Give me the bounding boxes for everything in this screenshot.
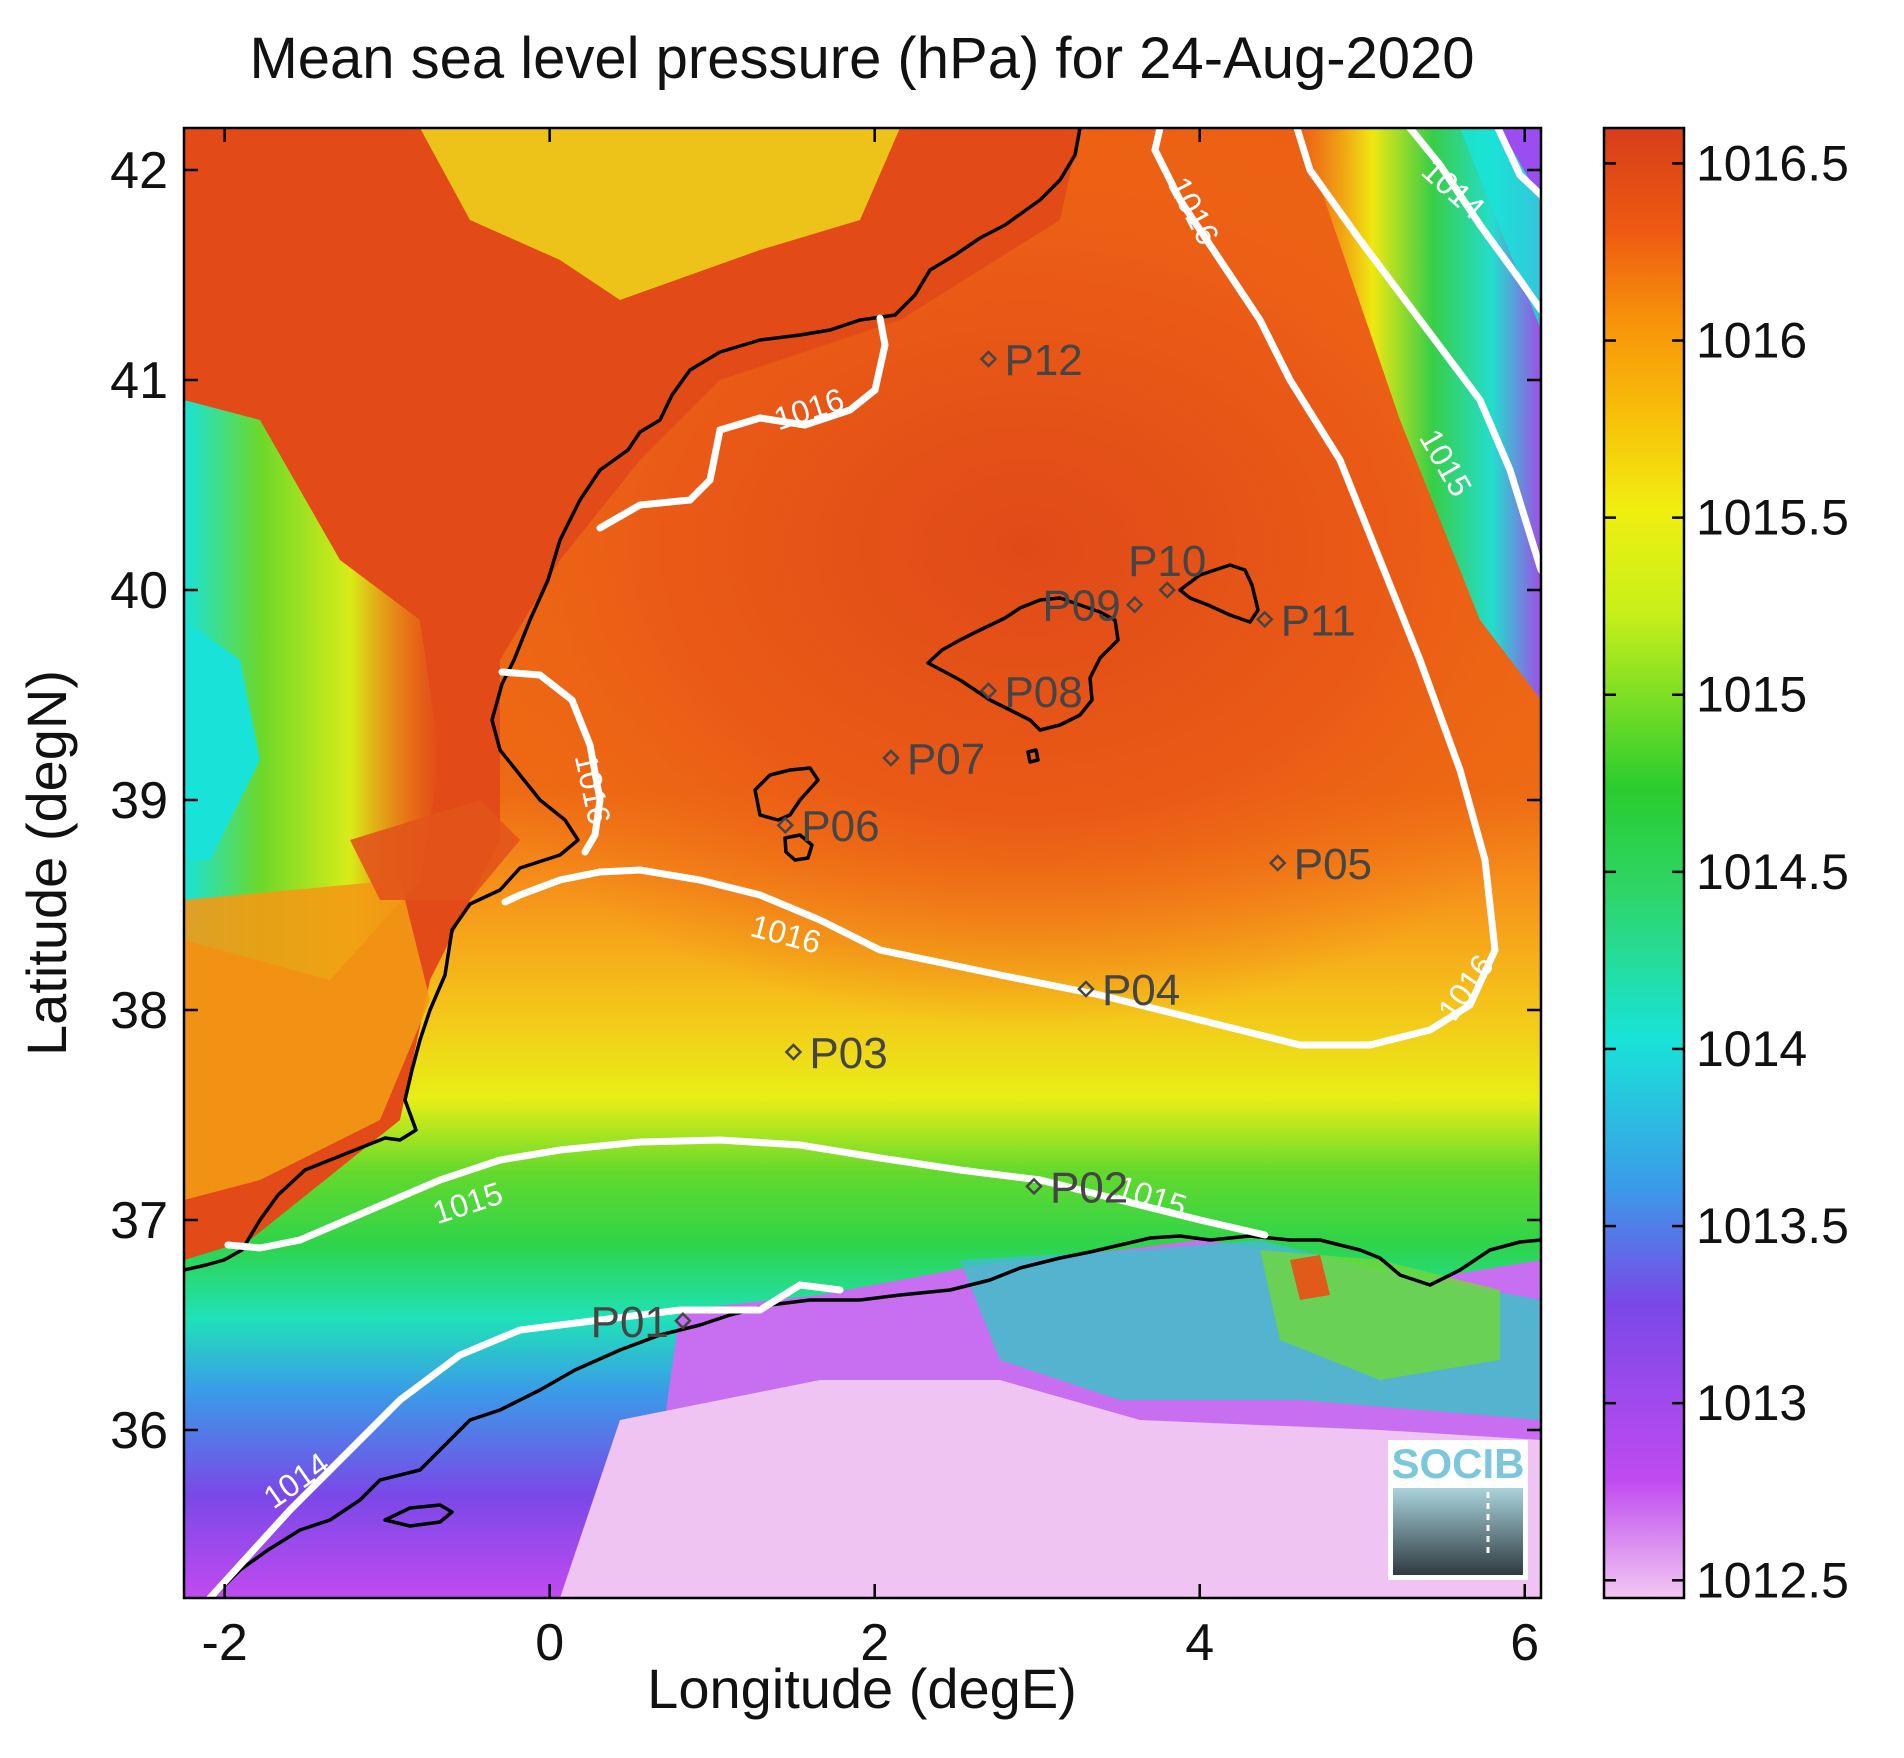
y-tick-label: 40	[110, 562, 168, 620]
x-tick-label: 4	[1185, 1614, 1214, 1672]
station-marker	[1268, 854, 1287, 872]
station-label: P05	[1294, 840, 1372, 889]
x-tick-label: 0	[535, 1614, 564, 1672]
y-tick-label: 37	[110, 1192, 168, 1250]
colorbar-tick-label: 1012.5	[1696, 1552, 1849, 1608]
y-tick-label: 42	[110, 142, 168, 200]
africa-coastline	[210, 1234, 1541, 1598]
y-axis-ticks: 36 37 38 39 40 41 42	[110, 142, 1541, 1460]
colorbar-ticks: 1012.5 1013 1013.5 1014 1014.5 1015 1015.5 1016…	[1604, 135, 1849, 1608]
station-label: P02	[1050, 1163, 1128, 1212]
station-marker	[776, 816, 795, 834]
station-marker	[979, 682, 998, 700]
colorbar-fill	[1604, 128, 1684, 1598]
station-label: P06	[801, 802, 879, 851]
iberia-coastline	[184, 128, 1082, 1272]
colorbar-tick-label: 1014.5	[1696, 844, 1849, 900]
x-tick-label: 2	[860, 1614, 889, 1672]
colorbar-tick-label: 1016.5	[1696, 135, 1849, 191]
ibiza-coastline	[753, 766, 820, 822]
colorbar-tick-label: 1013.5	[1696, 1198, 1849, 1254]
station-marker	[1077, 980, 1095, 998]
y-tick-label: 39	[110, 772, 168, 830]
station-label: P12	[1004, 336, 1082, 385]
coastlines	[184, 128, 1541, 1598]
station-marker	[1125, 595, 1144, 614]
plot-frame	[182, 126, 1543, 1600]
colorbar-tick-label: 1015.5	[1696, 490, 1849, 546]
isobar-1016-main	[501, 128, 1499, 1049]
station-label: P04	[1102, 966, 1180, 1015]
station-marker	[979, 350, 998, 368]
chart-title: Mean sea level pressure (hPa) for 24-Aug…	[249, 26, 1474, 91]
x-tick-label: -2	[202, 1614, 248, 1672]
station-label: P09	[1042, 582, 1120, 631]
pressure-field	[184, 128, 1541, 1598]
station-marker	[1025, 1177, 1043, 1196]
station-label: P01	[591, 1298, 669, 1347]
station-marker	[674, 1312, 692, 1330]
mallorca-coastline	[926, 596, 1120, 732]
y-tick-label: 38	[110, 982, 168, 1040]
station-marker	[784, 1043, 803, 1061]
colorbar-tick-label: 1015	[1696, 667, 1807, 723]
station-label: P11	[1281, 596, 1356, 645]
x-tick-label: 6	[1510, 1614, 1539, 1672]
isobar-1014-topright	[1494, 128, 1541, 199]
isobar-1016-west	[498, 668, 604, 856]
y-axis-label: Latitude (degN)	[15, 670, 78, 1056]
station-marker	[882, 749, 900, 767]
colorbar-tick-label: 1013	[1696, 1375, 1807, 1431]
x-axis-label: Longitude (degE)	[647, 1657, 1077, 1720]
alboran-coastline	[383, 1503, 454, 1528]
isobar-1014-east	[1406, 128, 1541, 314]
socib-logo-text: SOCIB	[1391, 1440, 1524, 1487]
y-tick-label: 36	[110, 1402, 168, 1460]
colorbar-tick-label: 1014	[1696, 1021, 1807, 1077]
socib-logo: SOCIB	[1388, 1440, 1528, 1580]
isobars	[206, 128, 1541, 1598]
colorbar-tick-label: 1016	[1696, 313, 1807, 369]
station-marker	[1158, 581, 1176, 599]
y-tick-label: 41	[110, 352, 168, 410]
station-marker	[1255, 610, 1274, 629]
station-label: P08	[1004, 668, 1082, 717]
isobar-1016-north	[596, 314, 889, 532]
menorca-coastline	[1178, 563, 1260, 624]
station-label: P07	[907, 735, 985, 784]
isobar-1015-south	[224, 1136, 1269, 1252]
isobar-1015-east	[1293, 128, 1541, 574]
colorbar-frame	[1602, 126, 1686, 1600]
cabrera-coastline	[1026, 748, 1040, 764]
x-axis-ticks: -2 0 2 4 6	[202, 128, 1539, 1672]
station-label: P10	[1128, 537, 1206, 586]
station-label: P03	[809, 1029, 887, 1078]
isobar-1014-south	[206, 1281, 844, 1598]
formentera-coastline	[783, 833, 814, 862]
